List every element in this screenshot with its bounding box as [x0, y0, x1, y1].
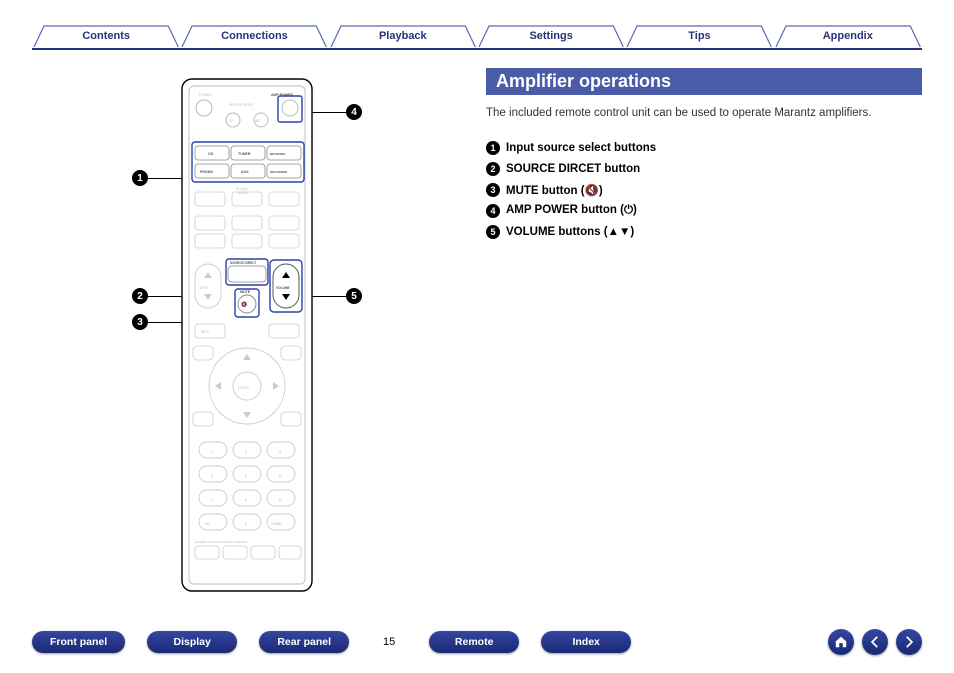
topnav-tab-playback[interactable]: Playback — [329, 24, 477, 48]
callout-item: 1 Input source select buttons — [486, 141, 922, 155]
top-nav: Contents Connections Playback Settings T… — [32, 24, 922, 50]
svg-text:DIMMER RANDOM REPEAT SEARCH: DIMMER RANDOM REPEAT SEARCH — [195, 540, 247, 544]
callout-num-icon: 4 — [486, 204, 500, 218]
svg-text:NET: NET — [255, 119, 261, 123]
svg-text:RECORDER: RECORDER — [270, 170, 288, 174]
callout-label: Input source select buttons — [506, 142, 656, 154]
next-page-icon[interactable] — [896, 629, 922, 655]
callout-marker-4: 4 — [346, 104, 362, 120]
callout-label: MUTE button (🔇) — [506, 183, 603, 197]
callout-num-icon: 2 — [486, 162, 500, 176]
svg-text:TUNER: TUNER — [238, 152, 251, 156]
svg-text:INPUT: INPUT — [199, 286, 209, 290]
callout-num-icon: 1 — [486, 141, 500, 155]
content-area: 1 2 3 4 5 POWER AMP POWER — [32, 64, 922, 620]
callout-label: SOURCE DIRCET button — [506, 163, 640, 175]
footer-btn-remote[interactable]: Remote — [429, 631, 519, 653]
topnav-tab-settings[interactable]: Settings — [477, 24, 625, 48]
callout-marker-5: 5 — [346, 288, 362, 304]
svg-text:AUX: AUX — [241, 170, 249, 174]
svg-text:+10: +10 — [205, 522, 211, 526]
callout-num-icon: 3 — [486, 183, 500, 197]
footer-btn-front-panel[interactable]: Front panel — [32, 631, 125, 653]
callout-item: 2 SOURCE DIRCET button — [486, 162, 922, 176]
callout-marker-2: 2 — [132, 288, 148, 304]
callout-label: VOLUME buttons (▲▼) — [506, 226, 634, 238]
svg-text:NETWORK: NETWORK — [270, 152, 286, 156]
svg-text:MODE: MODE — [238, 191, 248, 195]
section-title: Amplifier operations — [486, 68, 922, 95]
svg-text:9: 9 — [279, 498, 281, 502]
callout-marker-3: 3 — [132, 314, 148, 330]
svg-text:POWER: POWER — [199, 93, 212, 97]
svg-text:MUTE: MUTE — [240, 290, 251, 294]
svg-text:ENTER: ENTER — [238, 386, 250, 390]
footer-btn-index[interactable]: Index — [541, 631, 631, 653]
footer-btn-display[interactable]: Display — [147, 631, 237, 653]
svg-text:1: 1 — [211, 450, 213, 454]
callout-item: 4 AMP POWER button (⏻) — [486, 204, 922, 218]
home-icon[interactable] — [828, 629, 854, 655]
svg-text:SOURCE DIRECT: SOURCE DIRECT — [230, 261, 256, 265]
remote-figure: 1 2 3 4 5 POWER AMP POWER — [32, 64, 462, 620]
svg-text:7: 7 — [211, 498, 213, 502]
svg-text:REMOTE MODE: REMOTE MODE — [229, 103, 253, 107]
svg-text:CLEAR: CLEAR — [271, 522, 282, 526]
svg-text:8: 8 — [245, 498, 247, 502]
topnav-tab-connections[interactable]: Connections — [180, 24, 328, 48]
prev-page-icon[interactable] — [862, 629, 888, 655]
svg-text:PHONO: PHONO — [200, 170, 213, 174]
intro-text: The included remote control unit can be … — [486, 105, 922, 123]
svg-text:3: 3 — [279, 450, 281, 454]
callout-list: 1 Input source select buttons 2 SOURCE D… — [486, 141, 922, 239]
footer-btn-rear-panel[interactable]: Rear panel — [259, 631, 349, 653]
topnav-tab-contents[interactable]: Contents — [32, 24, 180, 48]
remote-svg: POWER AMP POWER REMOTE MODE CD NET — [177, 76, 317, 596]
svg-text:5: 5 — [245, 474, 247, 478]
svg-text:CD: CD — [208, 152, 214, 156]
topnav-tab-tips[interactable]: Tips — [625, 24, 773, 48]
callout-item: 3 MUTE button (🔇) — [486, 183, 922, 197]
topnav-tab-appendix[interactable]: Appendix — [774, 24, 922, 48]
page-number: 15 — [369, 636, 409, 648]
callout-label: AMP POWER button (⏻) — [506, 204, 637, 217]
svg-text:VOLUME: VOLUME — [276, 286, 290, 290]
svg-text:CD: CD — [229, 119, 234, 123]
svg-text:6: 6 — [279, 474, 281, 478]
callout-item: 5 VOLUME buttons (▲▼) — [486, 225, 922, 239]
svg-text:INFO: INFO — [201, 330, 209, 334]
footer: Front panel Display Rear panel 15 Remote… — [32, 629, 922, 655]
callout-marker-1: 1 — [132, 170, 148, 186]
svg-text:2: 2 — [245, 450, 247, 454]
svg-text:4: 4 — [211, 474, 213, 478]
svg-text:0: 0 — [245, 522, 247, 526]
callout-num-icon: 5 — [486, 225, 500, 239]
svg-text:🔇: 🔇 — [241, 301, 247, 308]
